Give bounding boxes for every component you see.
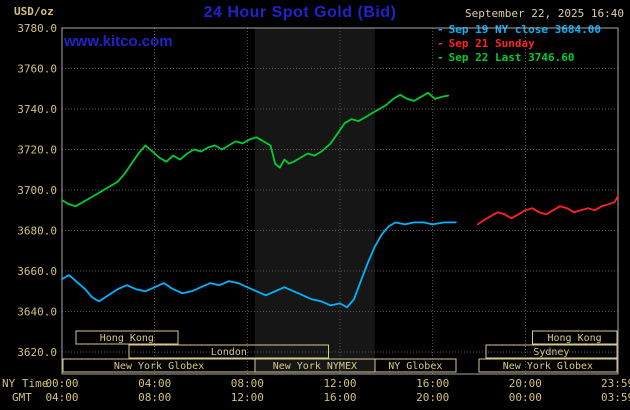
legend-label: Sep 19 NY close 3684.00: [448, 23, 601, 36]
y-tick-label: 3660.0: [17, 265, 57, 278]
session-label: NY Globex: [388, 361, 442, 372]
y-tick-label: 3640.0: [17, 306, 57, 319]
series-line: [61, 221, 457, 309]
y-tick-label: 3620.0: [17, 346, 57, 359]
y-tick-label: 3740.0: [17, 103, 57, 116]
x-tick-gmt: 12:00: [231, 391, 264, 404]
session-label: New York Globex: [503, 361, 593, 372]
y-axis-units-label: USD/oz: [14, 5, 54, 18]
legend-marker: -: [437, 37, 444, 50]
session-label: Sydney: [533, 347, 569, 358]
legend-item-last: - Sep 22 Last 3746.60: [437, 51, 601, 65]
y-tick-label: 3700.0: [17, 184, 57, 197]
x-tick-gmt: 04:00: [45, 391, 78, 404]
session-label: New York NYMEX: [273, 361, 357, 372]
session-box: [478, 358, 618, 373]
series-line: [476, 195, 619, 226]
legend-item-prev-close: - Sep 19 NY close 3684.00: [437, 23, 601, 37]
x-tick-ny: 00:00: [45, 377, 78, 390]
x-tick-gmt: 08:00: [138, 391, 171, 404]
session-label: Hong Kong: [547, 333, 601, 344]
y-tick-label: 3720.0: [17, 144, 57, 157]
y-tick-label: 3760.0: [17, 63, 57, 76]
session-box: [75, 330, 179, 345]
y-tick-label: 3680.0: [17, 225, 57, 238]
session-box: [531, 330, 618, 345]
legend-marker: -: [437, 23, 444, 36]
x-tick-gmt: 00:00: [509, 391, 542, 404]
legend-label: Sep 21 Sunday: [448, 37, 535, 50]
y-tick-label: 3780.0: [17, 22, 57, 35]
session-box: [128, 344, 329, 359]
legend: - Sep 19 NY close 3684.00 - Sep 21 Sunday …: [437, 23, 601, 65]
x-tick-gmt: 20:00: [416, 391, 449, 404]
x-tick-ny: 08:00: [231, 377, 264, 390]
legend-label: Sep 22 Last 3746.60: [448, 51, 575, 64]
x-tick-gmt: 16:00: [323, 391, 356, 404]
x-tick-ny: 12:00: [323, 377, 356, 390]
ny-time-axis-label: NY Time: [2, 377, 49, 390]
session-label: Hong Kong: [100, 333, 154, 344]
session-box: [374, 358, 457, 373]
gmt-axis-label: GMT: [12, 391, 32, 404]
chart-title: 24 Hour Spot Gold (Bid): [203, 4, 397, 21]
kitco-watermark: www.kitco.com: [64, 33, 173, 50]
nymex-session-band: [254, 28, 375, 374]
x-tick-ny: 04:00: [138, 377, 171, 390]
session-label: New York Globex: [114, 361, 204, 372]
legend-item-sunday: - Sep 21 Sunday: [437, 37, 601, 51]
chart-datetime: September 22, 2025 16:40: [465, 7, 624, 20]
series-line: [61, 91, 450, 208]
x-tick-ny: 20:00: [509, 377, 542, 390]
legend-marker: -: [437, 51, 444, 64]
x-tick-gmt: 03:59: [601, 391, 630, 404]
x-tick-ny: 16:00: [416, 377, 449, 390]
session-label: London: [211, 347, 247, 358]
x-tick-ny: 23:59: [601, 377, 630, 390]
session-box: [485, 344, 618, 359]
